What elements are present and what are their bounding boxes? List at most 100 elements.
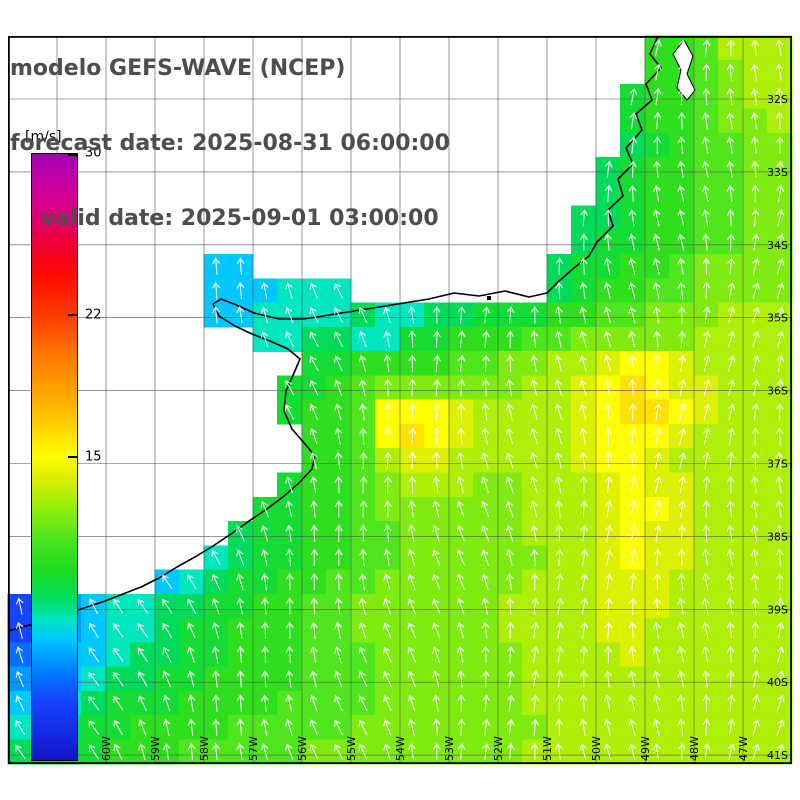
- wind-arrow-glyph: [261, 281, 269, 300]
- wind-arrow: [579, 694, 588, 712]
- wind-arrow: [652, 645, 661, 664]
- wind-arrow: [702, 306, 711, 324]
- wind-arrow: [653, 306, 661, 324]
- wind-arrow-glyph: [481, 573, 489, 591]
- wind-arrow: [751, 548, 759, 567]
- wind-arrow: [654, 63, 662, 81]
- wind-arrow: [456, 573, 465, 591]
- wind-arrow: [261, 597, 269, 615]
- wind-arrow-glyph: [752, 379, 760, 397]
- wind-arrow: [628, 257, 636, 275]
- wind-arrow: [433, 306, 441, 324]
- wind-arrow: [407, 718, 416, 736]
- wind-arrow-glyph: [652, 718, 661, 736]
- wind-arrow-glyph: [408, 742, 416, 761]
- wind-arrow: [531, 645, 539, 664]
- wind-arrow-glyph: [260, 306, 269, 324]
- wind-arrow: [628, 694, 636, 712]
- wind-arrow-glyph: [113, 623, 124, 638]
- wind-arrow-glyph: [359, 475, 368, 494]
- wind-arrow-glyph: [555, 306, 563, 324]
- wind-arrow: [358, 719, 368, 736]
- wind-arrow: [408, 427, 417, 445]
- wind-arrow-glyph: [702, 524, 710, 543]
- wind-arrow-glyph: [186, 574, 197, 590]
- wind-arrow-glyph: [702, 597, 710, 615]
- wind-arrow: [211, 597, 220, 615]
- wind-arrow: [481, 525, 490, 542]
- wind-arrow-glyph: [751, 500, 759, 518]
- wind-arrow: [15, 744, 26, 759]
- wind-arrow-glyph: [456, 549, 465, 566]
- wind-arrow-glyph: [652, 694, 661, 712]
- wind-arrow-glyph: [629, 427, 637, 445]
- wind-arrow: [530, 330, 539, 348]
- wind-arrow-glyph: [481, 500, 490, 518]
- wind-arrow-glyph: [334, 695, 343, 712]
- wind-arrow-glyph: [408, 354, 417, 373]
- wind-arrow-glyph: [580, 500, 588, 518]
- wind-arrow: [629, 476, 638, 494]
- wind-arrow-glyph: [653, 548, 662, 567]
- wind-arrow: [628, 209, 637, 227]
- wind-arrow: [383, 695, 392, 712]
- wind-arrow: [335, 524, 343, 543]
- wind-arrow-glyph: [407, 718, 416, 736]
- wind-arrow: [284, 380, 295, 396]
- wind-arrow-glyph: [603, 718, 612, 736]
- wind-arrow: [384, 475, 392, 494]
- wind-arrow-glyph: [433, 403, 441, 421]
- wind-arrow-glyph: [531, 670, 539, 688]
- wind-arrow: [88, 647, 99, 662]
- wind-arrow-glyph: [506, 621, 515, 640]
- wind-arrow-glyph: [702, 184, 710, 203]
- wind-arrow-glyph: [703, 451, 711, 470]
- wind-arrow-glyph: [88, 696, 100, 711]
- wind-arrow: [604, 597, 613, 615]
- wind-arrow: [580, 209, 588, 227]
- wind-arrow-glyph: [358, 306, 368, 323]
- wind-arrow: [555, 476, 563, 494]
- wind-arrow: [702, 597, 710, 615]
- wind-arrow: [628, 743, 636, 761]
- wind-arrow-glyph: [236, 718, 245, 737]
- wind-arrow-glyph: [628, 621, 637, 640]
- wind-arrow: [702, 39, 711, 57]
- wind-arrow: [751, 209, 760, 227]
- wind-arrow: [776, 282, 785, 299]
- wind-arrow-glyph: [677, 621, 685, 639]
- wind-arrow-glyph: [334, 451, 343, 470]
- wind-arrow-glyph: [212, 257, 220, 276]
- wind-arrow: [604, 427, 612, 445]
- wind-arrow: [432, 646, 440, 663]
- wind-arrow: [506, 306, 515, 324]
- wind-arrow: [261, 573, 269, 591]
- latitude-label: 35S: [767, 312, 788, 325]
- wind-arrow-glyph: [653, 136, 662, 154]
- wind-arrow-glyph: [556, 621, 564, 639]
- wind-arrow: [628, 354, 637, 373]
- wind-arrow-glyph: [285, 694, 293, 712]
- wind-arrow-glyph: [359, 403, 367, 421]
- wind-arrow: [408, 742, 416, 761]
- wind-arrow-glyph: [751, 573, 759, 591]
- wind-arrow-glyph: [384, 427, 392, 445]
- wind-arrow: [408, 306, 416, 324]
- wind-arrow: [776, 378, 784, 397]
- wind-arrow: [236, 742, 245, 761]
- wind-arrow: [579, 354, 587, 372]
- wind-arrow: [260, 524, 269, 542]
- wind-arrow-glyph: [775, 427, 784, 445]
- wind-arrow-glyph: [604, 475, 613, 494]
- wind-arrow: [604, 451, 613, 470]
- wind-arrow: [309, 694, 318, 712]
- wind-arrow-glyph: [775, 548, 784, 567]
- wind-arrow-glyph: [113, 671, 124, 687]
- wind-arrow: [334, 597, 343, 615]
- wind-arrow-glyph: [604, 257, 612, 275]
- wind-arrow-glyph: [138, 695, 147, 712]
- wind-arrow: [727, 670, 735, 688]
- wind-arrow: [383, 597, 391, 615]
- wind-arrow: [677, 306, 686, 324]
- wind-arrow-glyph: [15, 719, 25, 736]
